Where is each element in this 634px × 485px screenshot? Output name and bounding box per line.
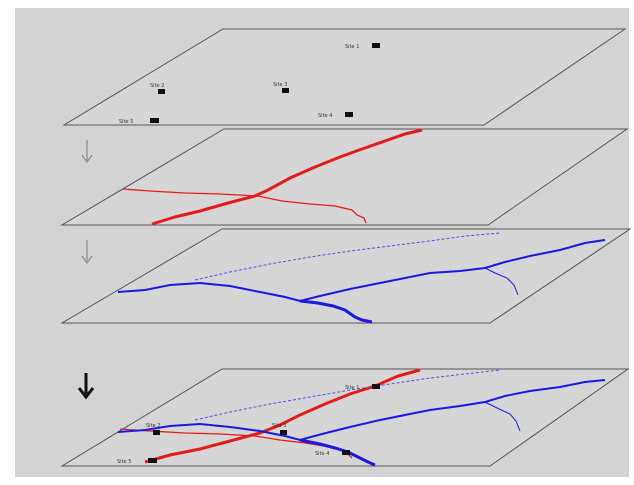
- site-marker-4: Site 4: [315, 450, 350, 457]
- arrow-down-bold-icon: [77, 373, 95, 400]
- blue-route-branch: [299, 299, 373, 324]
- arrow-down-icon: [81, 140, 93, 164]
- site-marker-3: Site 3: [273, 82, 289, 93]
- site-marker-icon: [148, 458, 157, 463]
- plane-sites: [62, 28, 627, 126]
- site-marker-icon: [150, 118, 159, 123]
- blue-route-dashed: [194, 369, 501, 421]
- site-marker-label: Site 1: [345, 44, 359, 50]
- site-marker-label: Site 2: [150, 83, 164, 89]
- blue-route-main: [117, 239, 606, 303]
- site-marker-label: Site 5: [117, 459, 131, 465]
- layer-blue-network: [60, 228, 632, 324]
- red-route-branch: [122, 188, 367, 224]
- site-marker-1: Site 1: [345, 384, 380, 391]
- plane-red-network: [60, 128, 629, 226]
- site-marker-3: Site 3: [272, 423, 287, 435]
- layer-red-network: [60, 128, 629, 226]
- site-marker-label: Site 4: [315, 451, 329, 457]
- site-marker-icon: [345, 112, 353, 117]
- site-marker-label: Site 5: [119, 119, 133, 125]
- red-route-main: [151, 128, 423, 226]
- site-marker-4: Site 4: [318, 112, 353, 119]
- site-marker-label: Site 3: [273, 82, 287, 88]
- site-marker-label: Site 4: [318, 113, 332, 119]
- site-marker-icon: [372, 43, 380, 48]
- site-marker-1: Site 1: [345, 43, 380, 50]
- site-marker-2: Site 2: [150, 83, 165, 94]
- blue-route-main: [117, 379, 606, 442]
- site-marker-label: Site 1: [345, 385, 359, 391]
- layer-combined: Site 1 Site 2 Site 3 Site 4 Site 5: [60, 368, 630, 467]
- blue-route-spur: [484, 267, 519, 296]
- arrow-down-icon: [81, 240, 93, 265]
- site-marker-icon: [372, 384, 380, 389]
- plane-combined: [60, 368, 630, 467]
- blue-route-spur: [484, 401, 521, 432]
- layer-sites: Site 1 Site 2 Site 3 Site 4 Site 5: [62, 28, 627, 126]
- site-marker-5: Site 5: [119, 118, 159, 125]
- site-marker-2: Site 2: [146, 423, 160, 435]
- site-marker-icon: [282, 88, 289, 93]
- plane-blue-network: [60, 228, 632, 324]
- blue-route-dashed: [194, 232, 501, 281]
- site-marker-label: Site 2: [146, 423, 160, 429]
- site-marker-icon: [158, 89, 165, 94]
- site-marker-icon: [153, 430, 160, 435]
- site-marker-icon: [342, 450, 350, 455]
- site-marker-icon: [280, 430, 287, 435]
- site-marker-label: Site 3: [272, 423, 286, 429]
- site-marker-5: Site 5: [117, 458, 157, 465]
